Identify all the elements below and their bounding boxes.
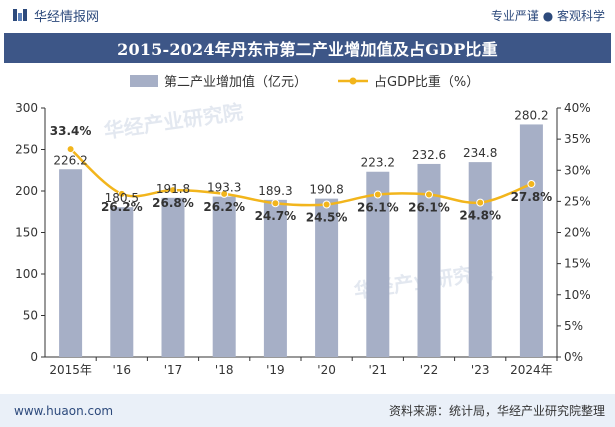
x-axis-tick-label: 2015年 (49, 363, 92, 377)
left-axis-tick-label: 200 (15, 184, 38, 198)
line-value-label: 24.7% (255, 209, 297, 223)
footer-bar: www.huaon.com 资料来源：统计局，华经产业研究院整理 (0, 394, 615, 427)
line-value-label: 26.8% (152, 196, 194, 210)
line-value-label: 26.2% (101, 200, 143, 214)
line-value-label: 24.8% (459, 209, 501, 223)
left-axis-tick-label: 150 (15, 226, 38, 240)
brand: 华经情报网 (12, 6, 99, 25)
legend-bar-swatch (130, 75, 158, 87)
right-axis-tick-label: 15% (564, 257, 591, 271)
source-note: 资料来源：统计局，华经产业研究院整理 (388, 404, 605, 418)
left-axis-tick-label: 0 (30, 350, 38, 364)
x-axis-tick-label: 2024年 (510, 363, 553, 377)
bar (468, 162, 492, 357)
right-axis-tick-label: 5% (564, 319, 583, 333)
line-point (322, 200, 331, 209)
legend-line-label: 占GDP比重（%） (374, 74, 479, 90)
top-bar: 华经情报网 专业严谨 ● 客观科学 (0, 0, 615, 30)
bar-value-label: 190.8 (309, 183, 343, 197)
x-axis-tick-label: '17 (164, 363, 183, 377)
bar (59, 169, 83, 357)
brand-logo-icon (13, 9, 27, 21)
line-point (169, 186, 177, 195)
bar (263, 199, 287, 357)
line-point (476, 198, 485, 207)
line-value-label: 24.5% (306, 210, 348, 224)
bar (315, 198, 339, 357)
right-axis-tick-label: 30% (564, 163, 591, 177)
line-value-label: 26.1% (357, 201, 399, 215)
chart-area: 华经产业研究院华经产业研究院0501001502002503000%5%10%1… (15, 74, 591, 377)
tagline: 专业严谨 ● 客观科学 (490, 8, 605, 23)
bar (366, 171, 390, 357)
right-axis-tick-label: 10% (564, 288, 591, 302)
bar-value-label: 193.3 (207, 181, 241, 195)
line-point (527, 179, 536, 188)
bar-value-label: 232.6 (412, 148, 446, 162)
left-axis-tick-label: 50 (23, 309, 38, 323)
bar-value-label: 234.8 (463, 146, 497, 160)
legend-line-marker (349, 77, 357, 85)
left-axis-tick-label: 250 (15, 143, 38, 157)
bar-value-label: 223.2 (361, 156, 395, 170)
bar-value-label: 280.2 (514, 108, 548, 122)
x-axis-tick-label: '23 (471, 363, 490, 377)
right-axis-tick-label: 0% (564, 350, 583, 364)
bar (212, 196, 236, 357)
line-value-label: 33.4% (50, 124, 92, 138)
line-point (373, 190, 382, 199)
bar (417, 163, 441, 357)
line-value-label: 26.2% (203, 200, 245, 214)
x-axis-tick-label: '22 (420, 363, 439, 377)
bar (519, 124, 543, 358)
left-axis-tick-label: 300 (15, 101, 38, 115)
right-axis-tick-label: 40% (564, 101, 591, 115)
line-point (271, 199, 280, 208)
chart-title: 2015-2024年丹东市第二产业增加值及占GDP比重 (117, 40, 498, 59)
bar (161, 197, 185, 357)
line-point (220, 189, 229, 198)
line-point (117, 189, 126, 198)
line-value-label: 27.8% (511, 190, 553, 204)
right-axis-tick-label: 35% (564, 132, 591, 146)
x-axis-tick-label: '21 (369, 363, 388, 377)
watermark-text: 华经产业研究院 (102, 100, 244, 143)
x-axis-tick-label: '20 (317, 363, 336, 377)
legend-bar-label: 第二产业增加值（亿元） (164, 74, 307, 90)
right-axis-tick-label: 25% (564, 194, 591, 208)
line-point (66, 145, 75, 154)
bar-value-label: 191.8 (156, 182, 190, 196)
line-value-label: 26.1% (408, 201, 450, 215)
x-axis-tick-label: '19 (266, 363, 285, 377)
line-point (425, 190, 433, 199)
website-link[interactable]: www.huaon.com (14, 403, 114, 418)
brand-name: 华经情报网 (34, 9, 100, 25)
x-axis-tick-label: '18 (215, 363, 234, 377)
left-axis-tick-label: 100 (15, 267, 38, 281)
bar (110, 207, 134, 357)
right-axis-tick-label: 20% (564, 226, 591, 240)
title-bar: 2015-2024年丹东市第二产业增加值及占GDP比重 (4, 33, 611, 63)
bar-value-label: 180.5 (105, 191, 139, 205)
x-axis-tick-label: '16 (113, 363, 132, 377)
bar-value-label: 226.2 (53, 153, 87, 167)
series-line (69, 148, 532, 207)
bar-value-label: 189.3 (258, 184, 292, 198)
